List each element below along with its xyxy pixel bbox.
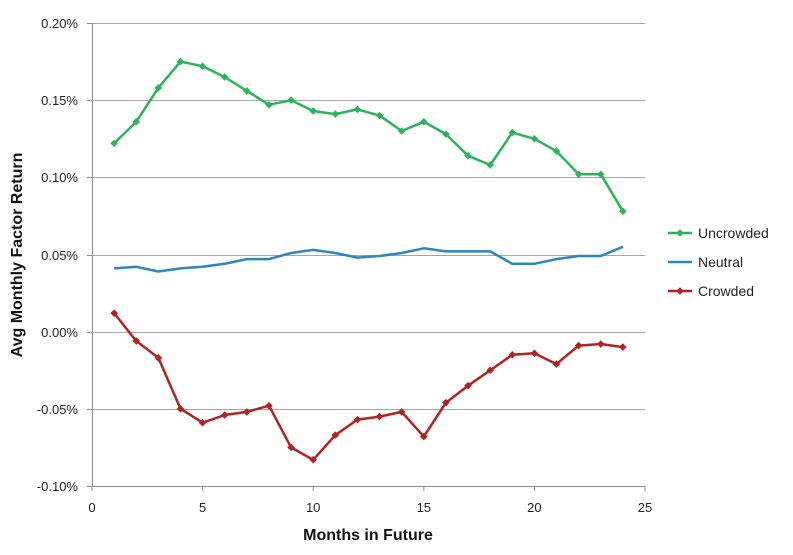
series-lines xyxy=(110,57,627,464)
x-tick-label: 25 xyxy=(638,500,652,515)
data-point-uncrowded xyxy=(397,127,406,135)
legend-label-neutral: Neutral xyxy=(698,254,743,270)
y-tick-label: 0.20% xyxy=(41,16,78,31)
data-point-crowded xyxy=(442,398,450,407)
x-tick-label: 5 xyxy=(199,500,206,515)
data-point-uncrowded xyxy=(552,147,561,155)
series-line-uncrowded xyxy=(113,60,624,212)
data-point-crowded xyxy=(420,432,428,441)
data-point-uncrowded xyxy=(530,134,539,143)
y-tick-label: 0.05% xyxy=(41,248,78,263)
y-tick-label: -0.05% xyxy=(37,402,79,417)
data-point-crowded xyxy=(265,401,273,410)
data-point-crowded xyxy=(220,411,229,419)
legend-item-neutral: Neutral xyxy=(668,254,743,270)
data-point-crowded xyxy=(309,455,317,464)
tick-labels: 0.20% 0.15% 0.10% 0.05% 0.00% -0.05% -0.10% 0 5 1… xyxy=(37,16,652,515)
legend-marker-crowded xyxy=(676,287,684,295)
data-point-uncrowded xyxy=(442,130,450,138)
data-point-uncrowded xyxy=(176,57,185,66)
data-point-crowded xyxy=(331,431,340,439)
data-point-crowded xyxy=(397,408,406,416)
data-point-uncrowded xyxy=(243,87,251,95)
data-point-uncrowded xyxy=(375,111,384,120)
data-point-uncrowded xyxy=(486,161,494,169)
y-axis-title: Avg Monthly Factor Return xyxy=(9,153,26,358)
data-point-crowded xyxy=(596,340,605,348)
legend: Uncrowded Neutral Crowded xyxy=(668,225,769,299)
legend-marker-uncrowded xyxy=(676,229,684,237)
x-tick-label: 10 xyxy=(306,500,320,515)
data-point-crowded xyxy=(132,337,141,345)
y-tick-label: -0.10% xyxy=(37,479,79,494)
data-point-crowded xyxy=(176,405,185,413)
x-tick-label: 15 xyxy=(417,500,431,515)
data-point-crowded xyxy=(243,408,251,416)
data-point-uncrowded xyxy=(596,170,605,179)
legend-item-uncrowded: Uncrowded xyxy=(668,225,769,241)
legend-item-crowded: Crowded xyxy=(668,283,754,299)
x-tick-label: 20 xyxy=(527,500,541,515)
legend-label-uncrowded: Uncrowded xyxy=(698,225,769,241)
series-line-neutral xyxy=(114,245,624,273)
data-point-crowded xyxy=(287,443,295,452)
data-point-crowded xyxy=(110,309,118,317)
data-point-uncrowded xyxy=(220,73,229,81)
x-tick-label: 0 xyxy=(88,500,95,515)
data-point-uncrowded xyxy=(619,207,627,216)
axes xyxy=(87,23,646,491)
data-point-crowded xyxy=(574,341,583,350)
data-point-uncrowded xyxy=(110,139,118,148)
data-point-crowded xyxy=(486,366,494,375)
series-neutral xyxy=(114,245,624,273)
data-point-crowded xyxy=(508,351,517,359)
data-point-crowded xyxy=(552,360,561,368)
data-point-uncrowded xyxy=(353,105,362,114)
data-point-crowded xyxy=(464,381,472,390)
data-point-uncrowded xyxy=(198,62,207,71)
series-crowded xyxy=(110,309,627,464)
x-axis-title: Months in Future xyxy=(303,527,433,544)
data-point-crowded xyxy=(198,418,207,427)
data-point-uncrowded xyxy=(309,107,317,115)
data-point-uncrowded xyxy=(508,128,517,137)
data-point-uncrowded xyxy=(154,84,163,92)
data-point-uncrowded xyxy=(420,117,428,126)
series-uncrowded xyxy=(110,57,627,216)
legend-label-crowded: Crowded xyxy=(698,283,754,299)
data-point-uncrowded xyxy=(331,110,340,118)
data-point-crowded xyxy=(375,412,384,421)
data-point-uncrowded xyxy=(265,100,273,109)
data-point-uncrowded xyxy=(464,151,472,160)
data-point-uncrowded xyxy=(574,170,583,179)
data-point-uncrowded xyxy=(132,117,141,126)
data-point-crowded xyxy=(154,354,163,362)
series-line-crowded xyxy=(113,312,624,462)
data-point-crowded xyxy=(353,415,362,424)
data-point-uncrowded xyxy=(287,96,295,104)
y-tick-label: 0.10% xyxy=(41,170,78,185)
data-point-crowded xyxy=(619,343,627,351)
y-tick-label: 0.15% xyxy=(41,93,78,108)
y-tick-label: 0.00% xyxy=(41,325,78,340)
data-point-crowded xyxy=(530,349,539,358)
